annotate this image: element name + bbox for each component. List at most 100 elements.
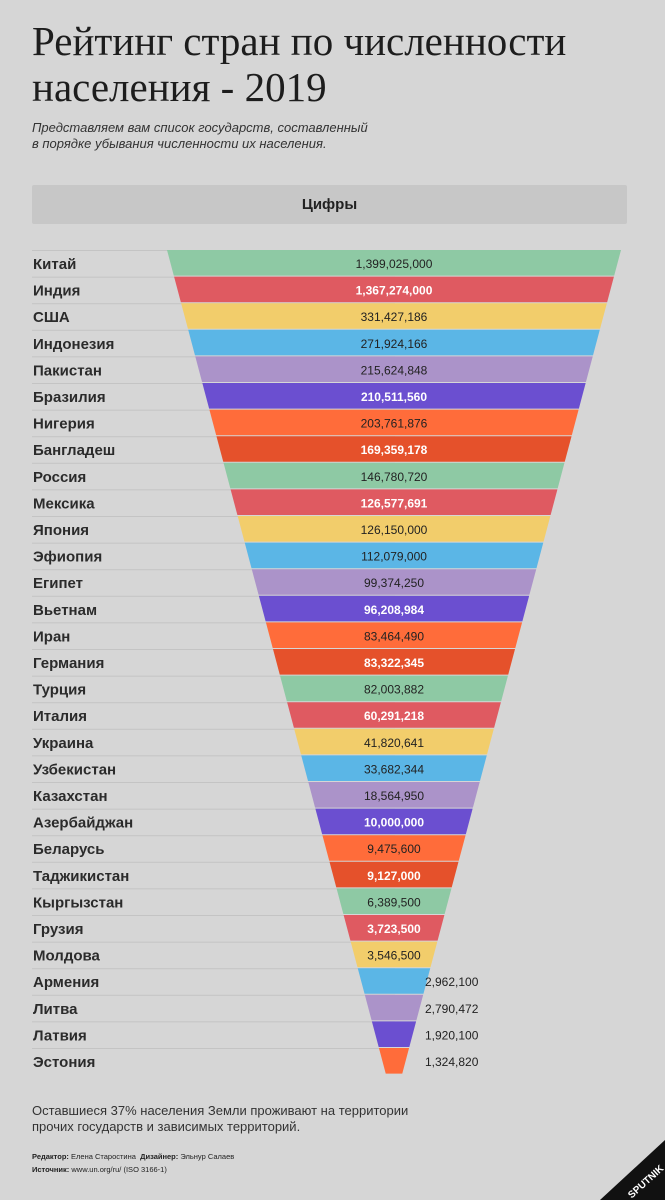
value-label: 203,761,876 (361, 417, 428, 431)
footnote: Оставшиеся 37% населения Земли проживают… (32, 1103, 492, 1135)
title-line-2: населения - 2019 (32, 64, 327, 110)
editor-label: Редактор: (32, 1152, 69, 1161)
value-label: 60,291,218 (364, 709, 424, 723)
chart-subtitle: Представляем вам список государств, сост… (32, 120, 452, 152)
value-label: 33,682,344 (364, 762, 424, 776)
column-header: Цифры (32, 185, 627, 224)
country-label: Эстония (33, 1054, 95, 1071)
funnel-bar (357, 968, 431, 994)
value-label: 83,322,345 (364, 656, 424, 670)
country-label: Индонезия (33, 336, 114, 353)
funnel-bar (287, 702, 501, 728)
value-label: 112,079,000 (361, 550, 427, 564)
funnel-bar (308, 782, 480, 808)
country-label: Беларусь (33, 841, 105, 858)
country-label: Эфиопия (33, 549, 102, 566)
funnel-bar (336, 888, 452, 914)
funnel-bar (329, 861, 459, 888)
funnel-bar (378, 1048, 410, 1074)
country-label: Египет (33, 575, 83, 592)
country-label: Кыргызстан (33, 894, 123, 911)
funnel-bar (301, 755, 487, 781)
value-label: 169,359,178 (361, 443, 428, 457)
source-text: www.un.org/ru/ (ISO 3166-1) (71, 1165, 167, 1174)
value-label: 96,208,984 (364, 603, 424, 617)
funnel-bar (202, 383, 586, 409)
country-label: Пакистан (33, 362, 102, 379)
funnel-bar (280, 675, 508, 702)
funnel-bar (195, 356, 593, 382)
population-funnel-chart: Китай 1,399,025,000 Индия 1,367,274,000 США 3… (32, 250, 621, 1074)
designer-name: Эльнур Салаев (180, 1152, 235, 1161)
value-label: 2,962,100 (425, 975, 479, 989)
value-label: 126,150,000 (361, 523, 428, 537)
funnel-bar (181, 303, 607, 329)
funnel-bar (343, 915, 445, 941)
country-label: Индия (33, 283, 80, 300)
value-label: 1,324,820 (425, 1055, 479, 1069)
country-label: Казахстан (33, 788, 108, 805)
funnel-bar (188, 329, 600, 356)
value-label: 215,624,848 (361, 363, 428, 377)
value-label: 146,780,720 (361, 470, 428, 484)
funnel-bar (364, 994, 424, 1021)
country-label: Китай (33, 256, 76, 273)
funnel-bar (237, 516, 551, 542)
country-label: Мексика (33, 495, 95, 512)
funnel-bar (265, 622, 523, 648)
country-label: Германия (33, 655, 104, 672)
value-label: 1,367,274,000 (356, 284, 433, 298)
country-label: Нигерия (33, 416, 95, 433)
title-line-1: Рейтинг стран по численности (32, 18, 567, 64)
value-label: 6,389,500 (367, 895, 421, 909)
funnel-bar (174, 276, 614, 303)
country-label: Япония (33, 522, 89, 539)
subtitle-line-2: в порядке убывания численности их населе… (32, 136, 327, 151)
chart-title: Рейтинг стран по численности населения -… (32, 18, 652, 110)
country-label: Италия (33, 708, 87, 725)
country-label: Молдова (33, 948, 101, 965)
country-label: Бангладеш (33, 442, 115, 459)
sputnik-logo: SPUTNIK (600, 1140, 665, 1200)
value-label: 1,399,025,000 (356, 257, 433, 271)
credits: Редактор: Елена Старостина Дизайнер: Эль… (32, 1150, 452, 1176)
funnel-bar (322, 835, 466, 861)
country-label: Иран (33, 628, 70, 645)
country-label: Узбекистан (33, 761, 116, 778)
value-label: 18,564,950 (364, 789, 424, 803)
value-label: 331,427,186 (361, 310, 428, 324)
value-label: 82,003,882 (364, 683, 424, 697)
funnel-bar (294, 728, 494, 755)
footnote-line-2: прочих государств и зависимых территорий… (32, 1119, 301, 1134)
country-label: Армения (33, 974, 99, 991)
funnel-bar (167, 250, 621, 276)
subtitle-line-1: Представляем вам список государств, сост… (32, 120, 368, 135)
value-label: 3,723,500 (367, 922, 421, 936)
footnote-line-1: Оставшиеся 37% населения Земли проживают… (32, 1103, 409, 1118)
value-label: 1,920,100 (425, 1028, 479, 1042)
country-label: Таджикистан (33, 868, 129, 885)
funnel-bar (244, 542, 544, 569)
funnel-bar (251, 569, 537, 595)
value-label: 126,577,691 (361, 496, 428, 510)
funnel-bar (223, 462, 565, 489)
editor-name: Елена Старостина (71, 1152, 136, 1161)
value-label: 271,924,166 (361, 337, 428, 351)
funnel-bar (272, 649, 516, 675)
funnel-bar (350, 941, 438, 968)
designer-label: Дизайнер: (140, 1152, 179, 1161)
funnel-bar (258, 595, 530, 622)
country-label: Россия (33, 469, 86, 486)
funnel-bar (216, 436, 572, 462)
value-label: 3,546,500 (367, 949, 421, 963)
country-label: Украина (33, 735, 94, 752)
value-label: 9,127,000 (367, 869, 421, 883)
value-label: 83,464,490 (364, 629, 424, 643)
source-label: Источник: (32, 1165, 70, 1174)
funnel-bar (209, 409, 579, 436)
funnel-bar (371, 1021, 417, 1047)
country-label: Бразилия (33, 389, 106, 406)
column-header-label: Цифры (301, 196, 358, 213)
value-label: 10,000,000 (364, 816, 424, 830)
funnel-bar (230, 489, 558, 515)
